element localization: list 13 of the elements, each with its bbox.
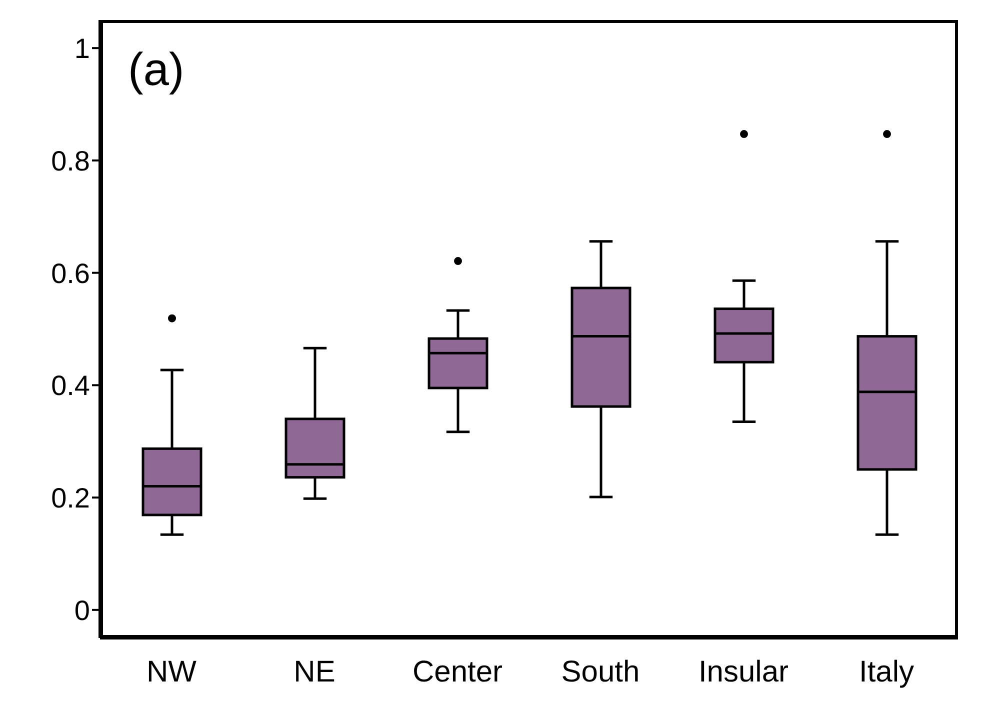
x-tick-label: NW — [146, 655, 198, 688]
x-tick-label: Center — [412, 655, 503, 688]
x-tick-label: Italy — [858, 655, 914, 688]
y-tick-label: 0.8 — [51, 145, 90, 176]
annotation: (a) — [128, 42, 184, 96]
y-tick-label: 0.6 — [51, 258, 90, 289]
x-tick-label: Insular — [698, 655, 789, 688]
x-tick-label: South — [561, 655, 640, 688]
y-tick-label: 1 — [74, 33, 90, 64]
y-tick-label: 0 — [74, 594, 90, 626]
y-tick-label: 0.2 — [51, 482, 90, 514]
y-tick-label: 0.4 — [51, 370, 90, 402]
x-tick-label: NE — [294, 655, 336, 688]
